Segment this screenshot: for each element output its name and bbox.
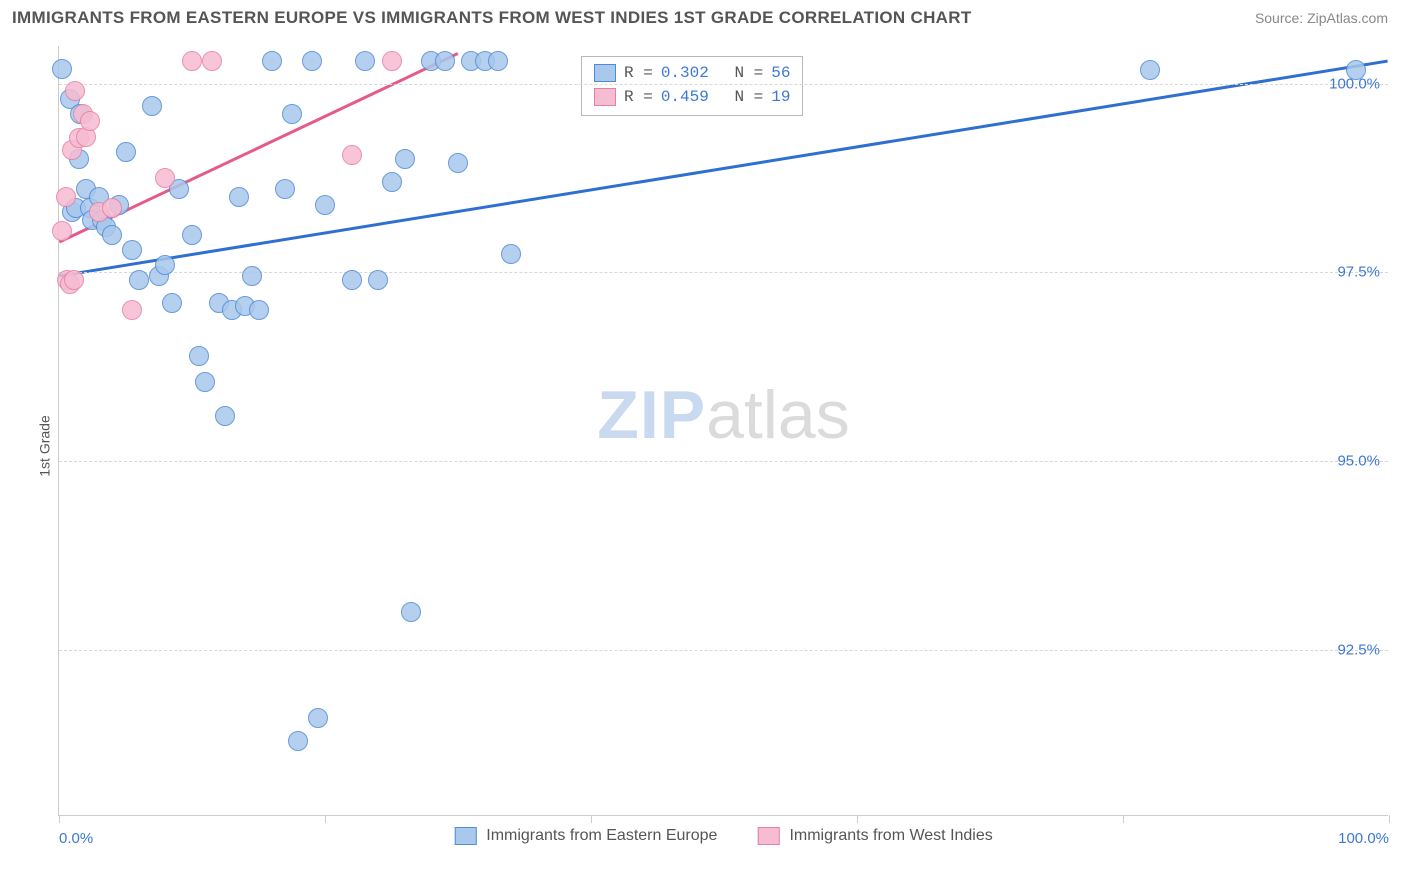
data-point xyxy=(302,51,322,71)
data-point xyxy=(189,346,209,366)
legend-row-series-b: R = 0.459 N = 19 xyxy=(594,85,790,109)
data-point xyxy=(65,81,85,101)
square-icon xyxy=(454,827,476,845)
x-tick-label: 0.0% xyxy=(59,830,93,847)
n-label: N = xyxy=(734,61,763,85)
square-icon xyxy=(594,64,616,82)
legend-item-a: Immigrants from Eastern Europe xyxy=(454,827,717,845)
legend-label-a: Immigrants from Eastern Europe xyxy=(486,827,717,845)
data-point xyxy=(1140,60,1160,80)
data-point xyxy=(368,270,388,290)
data-point xyxy=(162,293,182,313)
y-axis-label: 1st Grade xyxy=(37,415,53,476)
data-point xyxy=(501,244,521,264)
data-point xyxy=(116,142,136,162)
square-icon xyxy=(757,827,779,845)
data-point xyxy=(382,51,402,71)
data-point xyxy=(215,406,235,426)
x-tick-mark xyxy=(857,815,858,823)
data-point xyxy=(155,168,175,188)
data-point xyxy=(242,266,262,286)
data-point xyxy=(229,187,249,207)
data-point xyxy=(129,270,149,290)
y-tick-label: 92.5% xyxy=(1337,641,1380,658)
data-point xyxy=(342,145,362,165)
data-point xyxy=(182,225,202,245)
x-tick-mark xyxy=(1389,815,1390,823)
gridline-horizontal xyxy=(59,461,1388,462)
data-point xyxy=(401,602,421,622)
x-tick-mark xyxy=(325,815,326,823)
x-tick-label: 100.0% xyxy=(1338,830,1389,847)
trend-lines-layer xyxy=(59,46,1388,815)
data-point xyxy=(202,51,222,71)
r-label: R = xyxy=(624,61,653,85)
chart-title: IMMIGRANTS FROM EASTERN EUROPE VS IMMIGR… xyxy=(12,8,972,28)
r-label: R = xyxy=(624,85,653,109)
data-point xyxy=(282,104,302,124)
data-point xyxy=(80,111,100,131)
n-label: N = xyxy=(734,85,763,109)
n-value-b: 19 xyxy=(771,85,790,109)
data-point xyxy=(122,300,142,320)
square-icon xyxy=(594,88,616,106)
data-point xyxy=(122,240,142,260)
r-value-a: 0.302 xyxy=(661,61,709,85)
data-point xyxy=(195,372,215,392)
x-tick-mark xyxy=(59,815,60,823)
data-point xyxy=(488,51,508,71)
r-value-b: 0.459 xyxy=(661,85,709,109)
scatter-chart: ZIPatlas R = 0.302 N = 56 R = 0.459 N = … xyxy=(58,46,1388,816)
y-tick-label: 97.5% xyxy=(1337,264,1380,281)
x-tick-mark xyxy=(1123,815,1124,823)
data-point xyxy=(102,198,122,218)
data-point xyxy=(435,51,455,71)
data-point xyxy=(142,96,162,116)
watermark-part2: atlas xyxy=(706,377,850,453)
data-point xyxy=(262,51,282,71)
data-point xyxy=(342,270,362,290)
data-point xyxy=(182,51,202,71)
y-tick-label: 95.0% xyxy=(1337,453,1380,470)
data-point xyxy=(308,708,328,728)
legend-item-b: Immigrants from West Indies xyxy=(757,827,992,845)
gridline-horizontal xyxy=(59,650,1388,651)
data-point xyxy=(395,149,415,169)
correlation-legend: R = 0.302 N = 56 R = 0.459 N = 19 xyxy=(581,56,803,116)
data-point xyxy=(448,153,468,173)
watermark-part1: ZIP xyxy=(597,377,706,453)
n-value-a: 56 xyxy=(771,61,790,85)
legend-label-b: Immigrants from West Indies xyxy=(789,827,992,845)
series-legend: Immigrants from Eastern Europe Immigrant… xyxy=(454,827,993,845)
legend-row-series-a: R = 0.302 N = 56 xyxy=(594,61,790,85)
data-point xyxy=(64,270,84,290)
data-point xyxy=(1346,60,1366,80)
data-point xyxy=(355,51,375,71)
data-point xyxy=(382,172,402,192)
x-tick-mark xyxy=(591,815,592,823)
data-point xyxy=(288,731,308,751)
data-point xyxy=(52,59,72,79)
data-point xyxy=(315,195,335,215)
chart-header: IMMIGRANTS FROM EASTERN EUROPE VS IMMIGR… xyxy=(0,0,1406,36)
watermark: ZIPatlas xyxy=(597,376,849,454)
data-point xyxy=(56,187,76,207)
data-point xyxy=(249,300,269,320)
data-point xyxy=(155,255,175,275)
data-point xyxy=(102,225,122,245)
gridline-horizontal xyxy=(59,84,1388,85)
data-point xyxy=(52,221,72,241)
source-attribution: Source: ZipAtlas.com xyxy=(1255,10,1388,26)
data-point xyxy=(275,179,295,199)
